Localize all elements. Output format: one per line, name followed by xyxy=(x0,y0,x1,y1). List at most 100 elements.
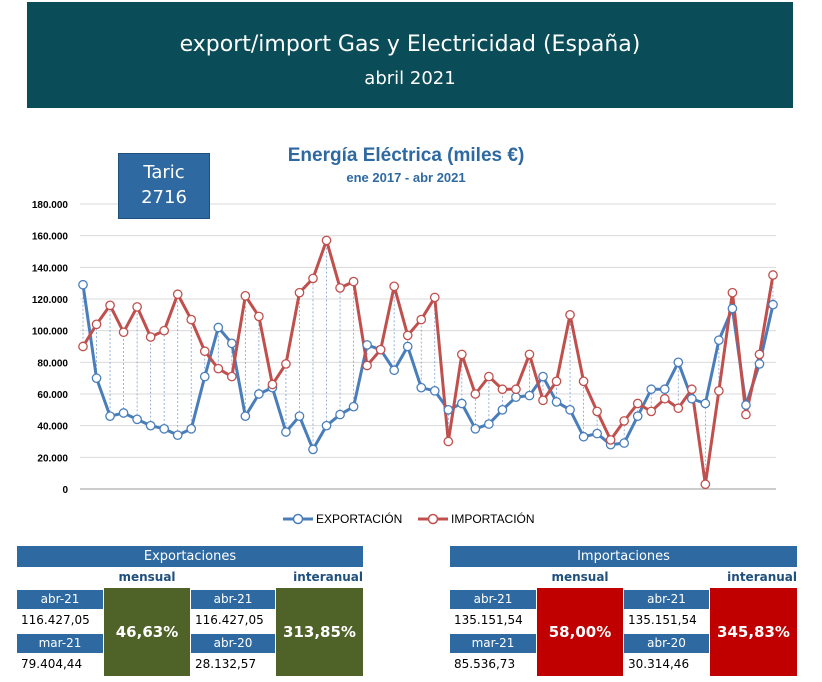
importacion-point xyxy=(429,292,440,303)
exports-yoy-cur-value: 116.427,05 xyxy=(191,611,275,630)
exportacion-point xyxy=(213,322,224,333)
exportacion-point xyxy=(362,340,372,350)
exportacion-point xyxy=(416,382,427,393)
y-tick-label: 60.000 xyxy=(37,390,68,401)
importacion-point xyxy=(416,314,427,325)
header-banner: export/import Gas y Electricidad (España… xyxy=(27,2,793,108)
importacion-point xyxy=(768,270,778,280)
exportacion-point xyxy=(389,365,400,376)
exportacion-point xyxy=(335,409,345,420)
importacion-point xyxy=(226,371,237,382)
exportacion-point xyxy=(578,431,589,442)
imports-yoy-cur-value: 135.151,54 xyxy=(624,611,709,630)
importacion-point xyxy=(700,479,711,490)
exports-interanual-label: interanual xyxy=(293,570,363,584)
importacion-point xyxy=(375,344,386,355)
importacion-point xyxy=(686,384,697,395)
chart-legend: EXPORTACIÓN IMPORTACIÓN xyxy=(283,511,535,526)
importacion-point xyxy=(511,384,521,395)
taric-box: Taric 2716 xyxy=(118,153,210,219)
importacion-point xyxy=(118,327,129,338)
exportacion-point xyxy=(281,427,291,437)
legend-exportacion: EXPORTACIÓN xyxy=(316,511,402,526)
taric-label: Taric xyxy=(143,162,185,183)
exports-mensual-pct: 46,63% xyxy=(104,588,190,676)
importacion-point xyxy=(632,398,643,409)
y-tick-label: 140.000 xyxy=(32,263,69,274)
imports-prev-label: mar-21 xyxy=(450,634,536,653)
importacion-point xyxy=(443,436,454,447)
importacion-point xyxy=(145,332,156,342)
exportacion-point xyxy=(159,423,170,434)
exportacion-point xyxy=(186,423,197,434)
importacion-point xyxy=(470,389,481,399)
imports-yoy-prev-label: abr-20 xyxy=(624,634,709,653)
legend-imp-marker xyxy=(427,513,439,525)
importacion-point xyxy=(565,309,575,320)
importacion-point xyxy=(240,290,251,301)
exportacion-point xyxy=(673,357,684,368)
exportacion-point xyxy=(727,303,738,314)
legend-importacion: IMPORTACIÓN xyxy=(451,511,535,526)
exportacion-point xyxy=(321,420,332,431)
importacion-point xyxy=(551,376,562,387)
exportacion-point xyxy=(91,373,102,384)
exportacion-point xyxy=(511,392,521,403)
page-subtitle: abril 2021 xyxy=(364,68,456,89)
importacion-point xyxy=(308,273,318,284)
importacion-point xyxy=(348,276,359,287)
importacion-point xyxy=(321,235,332,246)
exportacion-line xyxy=(81,284,775,451)
importacion-point xyxy=(646,406,657,417)
exportacion-point xyxy=(105,411,115,422)
importacion-point xyxy=(294,287,305,298)
importacion-point xyxy=(605,435,616,445)
exports-yoy-prev-label: abr-20 xyxy=(191,634,275,653)
importacion-point xyxy=(172,289,183,300)
importacion-point xyxy=(132,302,142,312)
importacion-point xyxy=(673,403,684,414)
exportacion-point xyxy=(632,411,643,422)
imports-interanual-pct: 345,83% xyxy=(710,588,797,676)
imports-cur-value: 135.151,54 xyxy=(450,611,536,630)
importacion-point xyxy=(78,341,88,352)
importacion-point xyxy=(727,287,738,298)
importacion-point xyxy=(335,283,345,293)
exportacion-point xyxy=(741,400,751,410)
y-tick-label: 0 xyxy=(62,485,68,496)
exportacion-point xyxy=(646,384,657,395)
importacion-point xyxy=(538,395,548,406)
exports-prev-label: mar-21 xyxy=(17,634,103,653)
exportacion-point xyxy=(443,404,454,415)
importacion-point xyxy=(754,349,765,360)
chart-subtitle: ene 2017 - abr 2021 xyxy=(346,170,465,185)
imports-yoy-cur-label: abr-21 xyxy=(624,590,709,609)
importacion-point xyxy=(456,349,467,360)
exportacion-point xyxy=(78,279,88,290)
exportacion-point xyxy=(145,420,156,431)
y-tick-label: 120.000 xyxy=(32,295,69,306)
importacion-point xyxy=(714,385,724,396)
exportacion-point xyxy=(497,404,508,415)
importacion-point xyxy=(497,384,508,395)
exportacion-point xyxy=(659,384,670,395)
imports-mensual-pct: 58,00% xyxy=(537,588,623,676)
exportacion-point xyxy=(308,444,318,455)
exportacion-point xyxy=(565,404,575,415)
exportacion-point xyxy=(132,414,142,425)
importacion-point xyxy=(105,300,115,311)
exportacion-point xyxy=(754,359,765,369)
importacion-point xyxy=(213,363,224,374)
exports-yoy-cur-label: abr-21 xyxy=(191,590,275,609)
exports-interanual-pct: 313,85% xyxy=(276,588,363,676)
imports-prev-value: 85.536,73 xyxy=(450,655,536,674)
importacion-point xyxy=(281,359,291,369)
importacion-line xyxy=(81,238,775,486)
taric-code: 2716 xyxy=(141,187,187,208)
importacion-point xyxy=(159,325,170,336)
importacion-point xyxy=(619,416,630,426)
imports-interanual-label: interanual xyxy=(727,570,797,584)
exportacion-point xyxy=(456,398,467,409)
exportacion-point xyxy=(294,411,305,422)
exports-yoy-prev-value: 28.132,57 xyxy=(191,655,275,674)
